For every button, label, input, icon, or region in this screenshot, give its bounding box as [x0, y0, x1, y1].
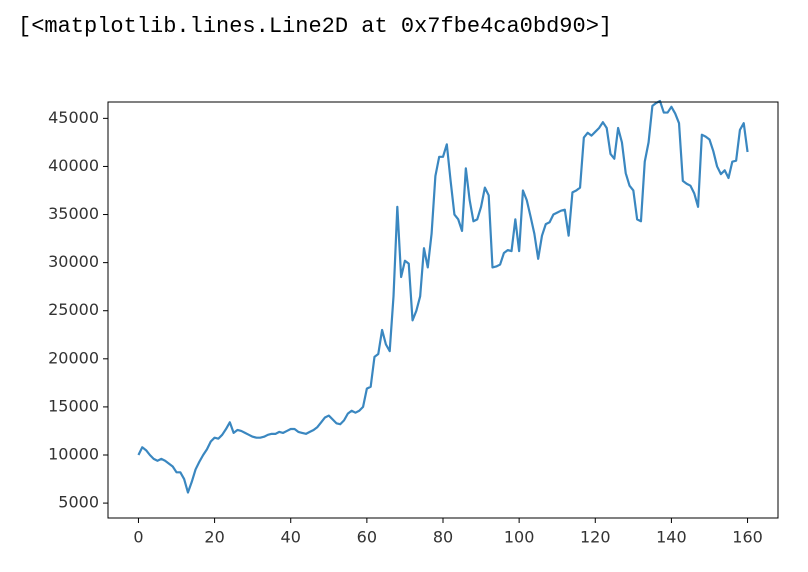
x-tick-label: 120: [580, 528, 611, 547]
cell-output-text: [<matplotlib.lines.Line2D at 0x7fbe4ca0b…: [18, 14, 612, 39]
x-tick-label: 40: [281, 528, 301, 547]
y-tick-label: 10000: [48, 444, 99, 463]
x-tick-label: 140: [656, 528, 687, 547]
x-tick-label: 80: [433, 528, 453, 547]
x-tick-label: 0: [133, 528, 143, 547]
x-tick-label: 160: [732, 528, 763, 547]
y-tick-label: 30000: [48, 252, 99, 271]
data-line: [137, 99, 749, 494]
y-tick-label: 25000: [48, 300, 99, 319]
x-tick-label: 100: [504, 528, 535, 547]
y-tick-label: 15000: [48, 396, 99, 415]
x-tick-label: 60: [357, 528, 377, 547]
plot: 5000 10000 15000 20000 25000 30000 35000 40000 4…: [48, 99, 779, 547]
x-tick-label: 20: [204, 528, 224, 547]
y-tick-label: 5000: [58, 493, 99, 512]
axes-frame: [107, 101, 779, 519]
y-tick-label: 20000: [48, 348, 99, 367]
y-tick-label: 45000: [48, 108, 99, 127]
y-tick-label: 35000: [48, 204, 99, 223]
y-tick-label: 40000: [48, 156, 99, 175]
